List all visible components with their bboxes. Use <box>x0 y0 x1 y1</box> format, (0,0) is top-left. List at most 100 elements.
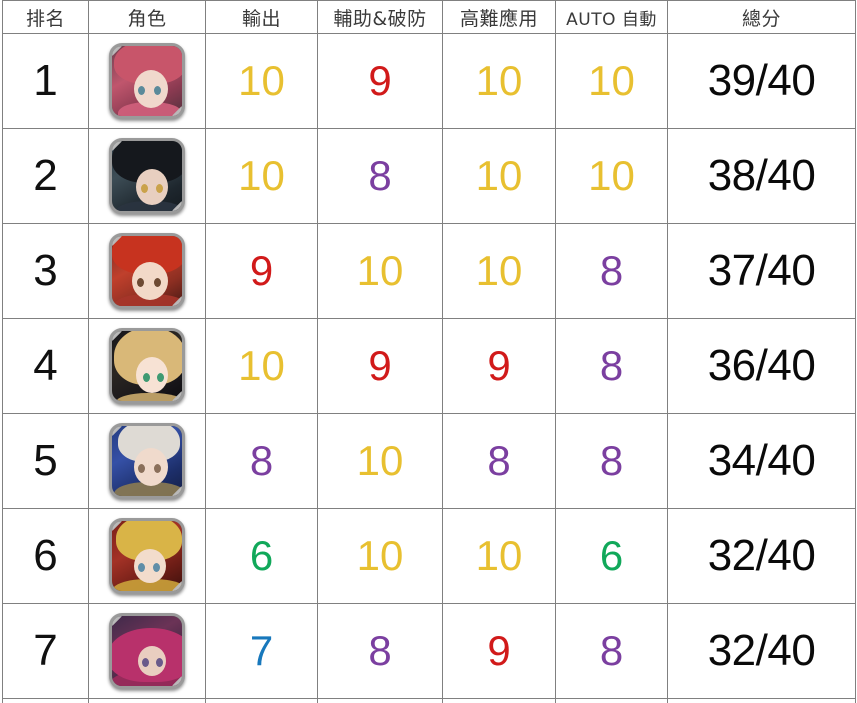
hard-content-score: 10 <box>442 128 556 224</box>
hooded-assassin-portrait <box>109 613 185 689</box>
golden-armor-knight-portrait <box>109 518 185 594</box>
total-score: 32/40 <box>667 508 856 604</box>
hard-content-score: 9 <box>442 318 556 414</box>
header-character: 角色 <box>88 0 206 34</box>
damage-score: 10 <box>205 318 318 414</box>
header-total: 總分 <box>667 0 856 34</box>
damage-score: 6 <box>205 508 318 604</box>
portrait-background <box>112 331 182 401</box>
rank-value: 4 <box>2 318 89 414</box>
portrait-background <box>112 426 182 496</box>
portrait-background <box>112 46 182 116</box>
total-score: 32/40 <box>667 603 856 699</box>
damage-score: 9 <box>205 223 318 319</box>
portrait-body <box>118 102 182 116</box>
rank-value: 2 <box>2 128 89 224</box>
character-cell[interactable] <box>88 223 206 319</box>
auto-score: 8 <box>555 318 668 414</box>
table-row[interactable]: 7 7 8 9 8 32/40 <box>2 603 856 699</box>
portrait-eye-right <box>156 184 163 193</box>
table-row-partial[interactable] <box>2 698 856 703</box>
header-row: 排名 角色 輸出 輔助&破防 高難應用 AUTO 自動 總分 <box>2 0 856 34</box>
cell-partial <box>205 698 318 703</box>
character-cell[interactable] <box>88 413 206 509</box>
support-score: 8 <box>317 128 443 224</box>
damage-score: 8 <box>205 413 318 509</box>
portrait-eye-right <box>154 86 161 95</box>
crimson-haired-hero-portrait <box>109 43 185 119</box>
portrait-background <box>112 616 182 686</box>
portrait-body <box>116 201 182 211</box>
support-score: 9 <box>317 318 443 414</box>
support-score: 10 <box>317 223 443 319</box>
portrait-eye-right <box>154 464 161 473</box>
character-cell[interactable] <box>88 603 206 699</box>
portrait-eye-left <box>141 184 148 193</box>
hard-content-score: 8 <box>442 413 556 509</box>
table-row[interactable]: 5 8 10 8 8 34/40 <box>2 413 856 509</box>
support-score: 8 <box>317 603 443 699</box>
table-row[interactable]: 3 9 10 10 8 37/40 <box>2 223 856 319</box>
portrait-body <box>114 294 182 306</box>
rank-value: 6 <box>2 508 89 604</box>
portrait-eye-left <box>137 278 144 287</box>
portrait-eye-left <box>142 658 149 667</box>
cell-partial <box>442 698 556 703</box>
damage-score: 10 <box>205 128 318 224</box>
auto-score: 10 <box>555 128 668 224</box>
table-body: 1 10 9 10 10 39/40 2 10 8 10 10 38/40 3 9 10 10 8 37/40 4 1… <box>2 33 856 703</box>
total-score: 36/40 <box>667 318 856 414</box>
total-score: 38/40 <box>667 128 856 224</box>
character-cell[interactable] <box>88 128 206 224</box>
portrait-eye-right <box>157 373 164 382</box>
auto-score: 8 <box>555 413 668 509</box>
portrait-eye-left <box>138 563 145 572</box>
total-score: 34/40 <box>667 413 856 509</box>
header-support: 輔助&破防 <box>317 0 443 34</box>
cell-partial <box>667 698 856 703</box>
portrait-body <box>112 579 182 591</box>
table-row[interactable]: 2 10 8 10 10 38/40 <box>2 128 856 224</box>
blonde-winking-girl-portrait <box>109 328 185 404</box>
support-score: 9 <box>317 33 443 129</box>
damage-score: 10 <box>205 33 318 129</box>
rank-value: 1 <box>2 33 89 129</box>
table-row[interactable]: 1 10 9 10 10 39/40 <box>2 33 856 129</box>
table-row[interactable]: 4 10 9 9 8 36/40 <box>2 318 856 414</box>
cell-partial <box>2 698 89 703</box>
header-auto: AUTO 自動 <box>555 0 668 34</box>
rank-value: 7 <box>2 603 89 699</box>
portrait-eye-left <box>138 464 145 473</box>
character-cell[interactable] <box>88 33 206 129</box>
character-cell <box>88 698 206 703</box>
rank-value: 5 <box>2 413 89 509</box>
portrait-eye-right <box>156 658 163 667</box>
support-score: 10 <box>317 508 443 604</box>
portrait-body <box>116 393 182 401</box>
character-cell[interactable] <box>88 508 206 604</box>
portrait-eye-right <box>154 278 161 287</box>
table-row[interactable]: 6 6 10 10 6 32/40 <box>2 508 856 604</box>
cell-partial <box>555 698 668 703</box>
damage-score: 7 <box>205 603 318 699</box>
header-hard: 高難應用 <box>442 0 556 34</box>
auto-score: 8 <box>555 603 668 699</box>
auto-score: 8 <box>555 223 668 319</box>
auto-score: 6 <box>555 508 668 604</box>
white-haired-prince-portrait <box>109 423 185 499</box>
hard-content-score: 10 <box>442 508 556 604</box>
portrait-eye-left <box>143 373 150 382</box>
portrait-background <box>112 521 182 591</box>
character-cell[interactable] <box>88 318 206 414</box>
table-header: 排名 角色 輸出 輔助&破防 高難應用 AUTO 自動 總分 <box>2 0 856 34</box>
portrait-background <box>112 141 182 211</box>
hard-content-score: 9 <box>442 603 556 699</box>
black-haired-swordsman-portrait <box>109 138 185 214</box>
rank-value: 3 <box>2 223 89 319</box>
auto-score: 10 <box>555 33 668 129</box>
portrait-eye-left <box>138 86 145 95</box>
support-score: 10 <box>317 413 443 509</box>
cell-partial <box>317 698 443 703</box>
